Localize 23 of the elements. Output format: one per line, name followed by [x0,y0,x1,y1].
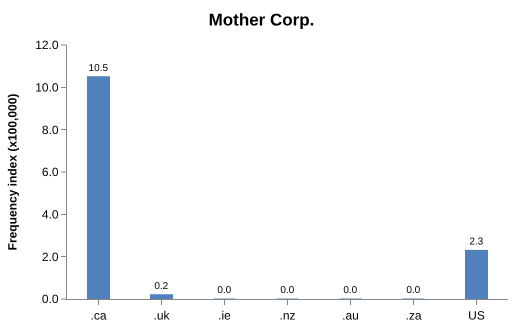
data-label: 0.0 [343,285,358,296]
y-tick-label: 0.0 [42,292,59,306]
data-label: 2.3 [469,236,484,248]
data-label: 0.0 [217,285,232,296]
x-tick-label: .ca [90,308,107,322]
data-label: 0.0 [406,285,421,296]
x-tick-label: .za [405,308,422,322]
x-tick-label: .ie [218,308,232,322]
y-tick-label: 2.0 [42,250,59,264]
data-label: 10.5 [88,62,108,74]
y-tick-label: 8.0 [42,122,59,137]
x-tick-label: .au [342,308,359,322]
data-label: 0.2 [154,280,169,292]
y-axis-title: Frequency index (x100,000) [6,94,20,250]
y-tick-label: 10.0 [35,80,59,95]
y-tick-label: 6.0 [42,165,59,180]
chart-title: Mother Corp. [208,10,314,30]
x-tick-label: .uk [153,308,170,322]
y-tick-label: 4.0 [42,208,59,222]
y-tick-label: 12.0 [35,38,59,52]
data-label: 0.0 [280,285,295,296]
x-tick-label: .nz [279,308,296,322]
x-tick-label: US [468,308,485,322]
